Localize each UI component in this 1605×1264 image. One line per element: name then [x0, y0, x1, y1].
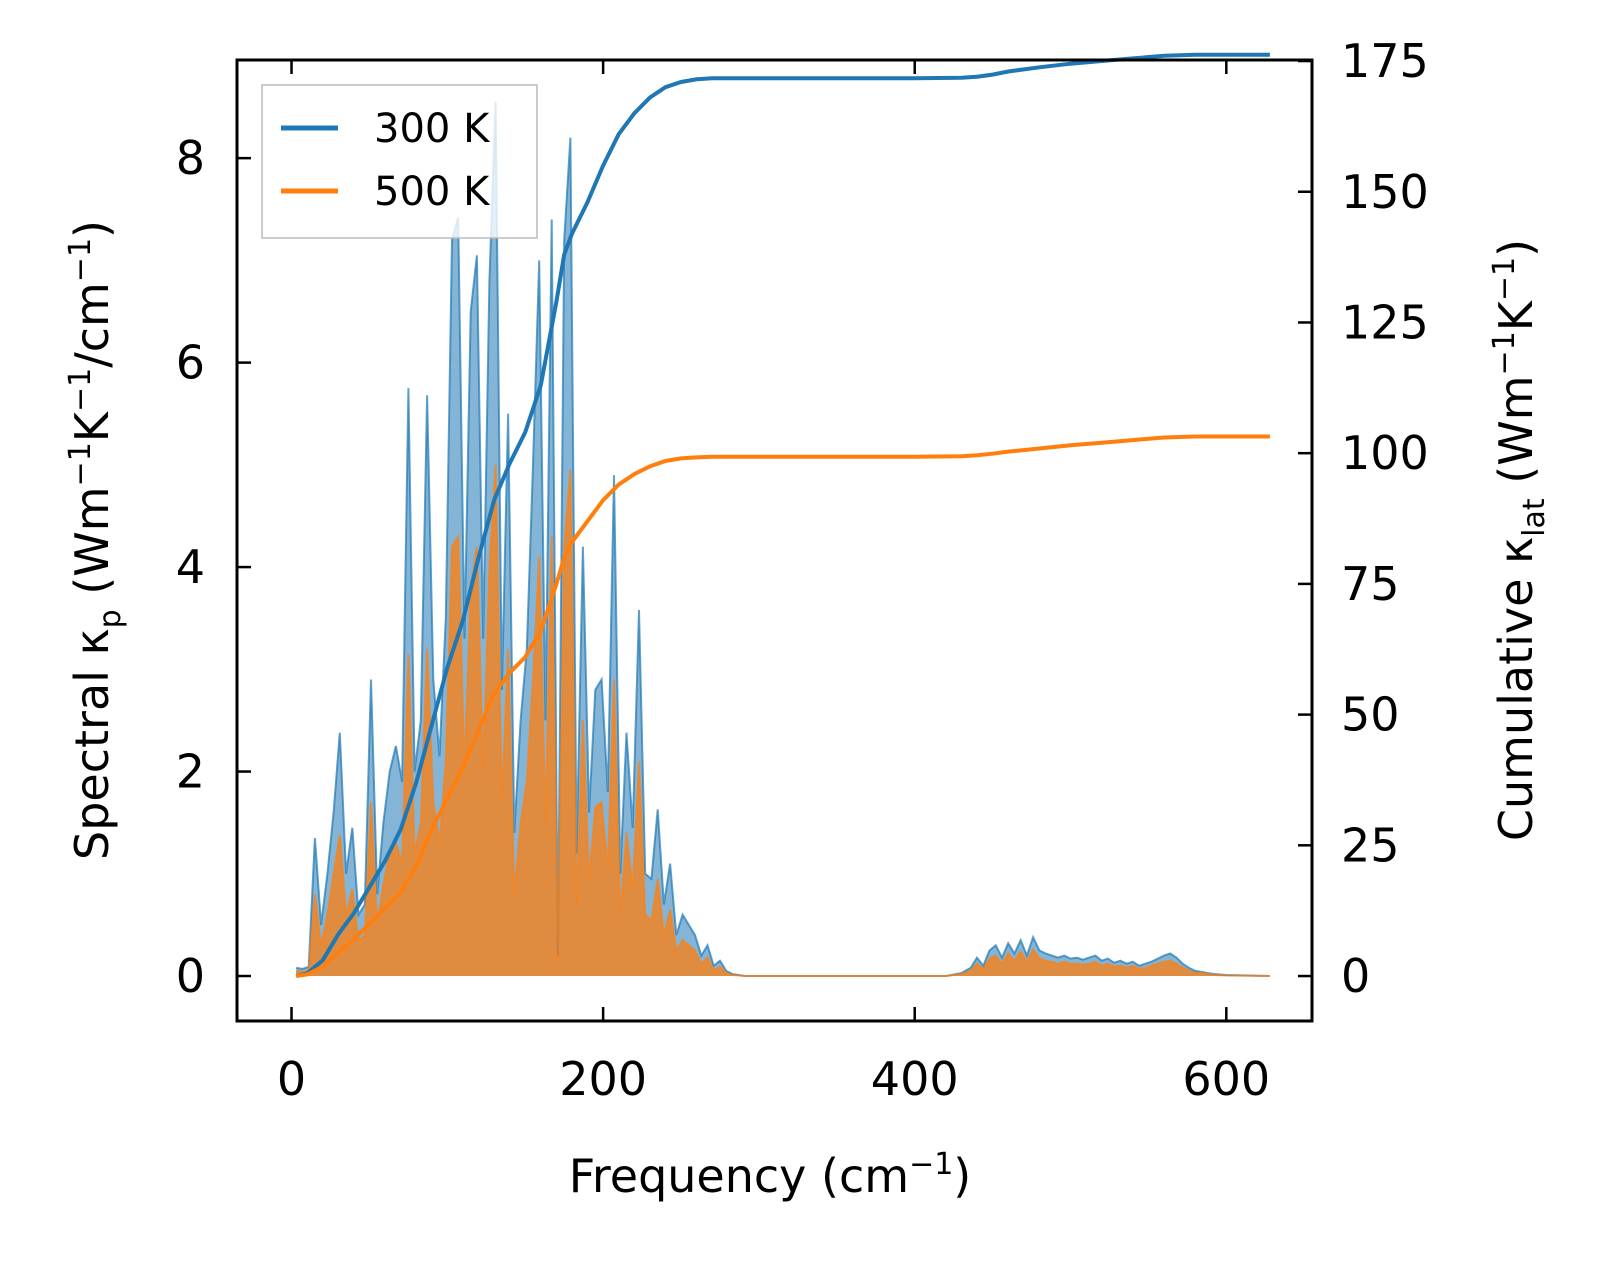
- cumulative-line-300k: [295, 52, 1270, 978]
- y-right-tick-label: 125: [1341, 295, 1429, 349]
- y-right-tick-label: 25: [1341, 818, 1400, 872]
- legend-box: [261, 84, 538, 239]
- axes-ticks: 0 200 400 600 0 2 4 6 8 0 25 50 75 100 125 150 175: [176, 34, 1429, 1106]
- y-left-tick-label: 8: [176, 131, 205, 185]
- y-right-tick-label: 175: [1341, 34, 1429, 88]
- x-tick-label: 200: [559, 1052, 647, 1106]
- plot-area: [295, 52, 1270, 978]
- y-right-tick-label: 100: [1341, 426, 1429, 480]
- legend: 300 K 500 K: [261, 84, 538, 239]
- y-left-tick-label: 0: [176, 949, 205, 1003]
- spectral-line-300k: [296, 101, 1270, 977]
- plot-frame: [235, 58, 1314, 1023]
- cumulative-line-500k: [295, 434, 1270, 978]
- x-axis-title: Frequency (cm−1): [569, 1147, 972, 1203]
- y-right-tick-label: 75: [1341, 557, 1400, 611]
- y-right-tick-label: 150: [1341, 165, 1429, 219]
- y-axis-left-title: Spectral κp (Wm−1K−1/cm−1): [63, 220, 128, 860]
- y-right-tick-label: 0: [1341, 949, 1370, 1003]
- legend-label-500k: 500 K: [374, 169, 491, 215]
- y-axis-right-title: Cumulative κlat (Wm−1K−1): [1487, 239, 1552, 841]
- x-tick-label: 400: [871, 1052, 959, 1106]
- legend-label-300k: 300 K: [374, 106, 491, 152]
- y-left-tick-label: 2: [176, 745, 205, 799]
- spectral-line-500k: [296, 464, 1270, 977]
- y-right-tick-label: 50: [1341, 688, 1400, 742]
- y-left-tick-label: 4: [176, 540, 205, 594]
- x-tick-label: 0: [277, 1052, 306, 1106]
- y-left-tick-label: 6: [176, 336, 205, 390]
- x-tick-label: 600: [1182, 1052, 1270, 1106]
